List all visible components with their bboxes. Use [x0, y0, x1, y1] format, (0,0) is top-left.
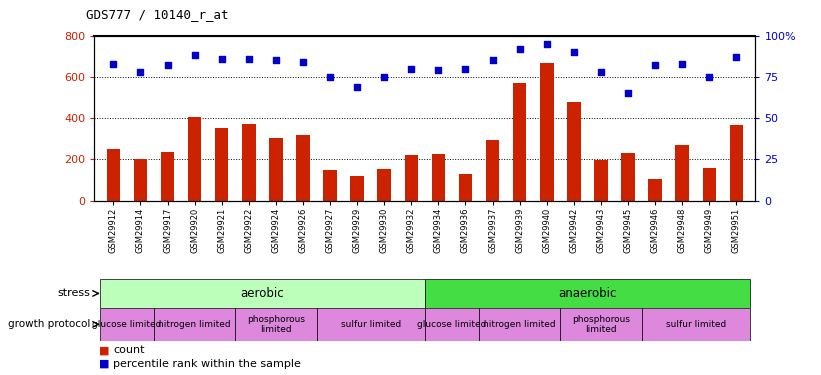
- Bar: [621, 153, 635, 201]
- Text: sulfur limited: sulfur limited: [341, 320, 401, 329]
- Bar: [378, 169, 391, 201]
- Text: growth protocol: growth protocol: [8, 320, 90, 329]
- Bar: [161, 152, 174, 201]
- Point: [378, 74, 391, 80]
- Point: [296, 59, 310, 65]
- Point: [459, 66, 472, 72]
- Bar: [513, 84, 526, 201]
- Text: aerobic: aerobic: [241, 287, 284, 300]
- Bar: [188, 117, 201, 201]
- Point: [676, 61, 689, 67]
- Text: sulfur limited: sulfur limited: [666, 320, 726, 329]
- Bar: [405, 155, 418, 201]
- Bar: [432, 154, 445, 201]
- Bar: [676, 146, 689, 201]
- Bar: [154, 308, 236, 340]
- Text: phosphorous
limited: phosphorous limited: [247, 315, 305, 334]
- Bar: [479, 308, 560, 340]
- Point: [215, 56, 228, 62]
- Bar: [215, 128, 228, 201]
- Text: glucose limited: glucose limited: [417, 320, 487, 329]
- Point: [486, 57, 499, 63]
- Point: [730, 54, 743, 60]
- Point: [269, 57, 282, 63]
- Bar: [540, 63, 553, 201]
- Point: [513, 46, 526, 52]
- Text: ■: ■: [99, 359, 112, 369]
- Text: ■: ■: [99, 345, 112, 355]
- Text: stress: stress: [57, 288, 90, 298]
- Text: count: count: [113, 345, 144, 355]
- Text: GDS777 / 10140_r_at: GDS777 / 10140_r_at: [86, 8, 229, 21]
- Point: [540, 41, 553, 47]
- Bar: [649, 179, 662, 201]
- Bar: [459, 174, 472, 201]
- Text: phosphorous
limited: phosphorous limited: [572, 315, 630, 334]
- Bar: [486, 140, 499, 201]
- Text: nitrogen limited: nitrogen limited: [484, 320, 556, 329]
- Point: [161, 62, 174, 68]
- Bar: [242, 124, 255, 201]
- Bar: [134, 159, 147, 201]
- Text: anaerobic: anaerobic: [558, 287, 617, 300]
- Bar: [236, 308, 317, 340]
- Point: [351, 84, 364, 90]
- Point: [323, 74, 337, 80]
- Bar: [730, 125, 743, 201]
- Bar: [100, 279, 425, 308]
- Text: glucose limited: glucose limited: [92, 320, 162, 329]
- Bar: [425, 279, 750, 308]
- Bar: [269, 138, 282, 201]
- Point: [188, 53, 201, 58]
- Bar: [323, 170, 337, 201]
- Point: [432, 67, 445, 73]
- Point: [134, 69, 147, 75]
- Bar: [594, 160, 608, 201]
- Bar: [560, 308, 641, 340]
- Point: [567, 49, 580, 55]
- Bar: [567, 102, 580, 201]
- Bar: [425, 308, 479, 340]
- Bar: [100, 308, 154, 340]
- Text: percentile rank within the sample: percentile rank within the sample: [113, 359, 301, 369]
- Point: [405, 66, 418, 72]
- Bar: [107, 150, 120, 201]
- Point: [703, 74, 716, 80]
- Point: [649, 62, 662, 68]
- Point: [621, 90, 635, 96]
- Point: [107, 61, 120, 67]
- Bar: [317, 308, 425, 340]
- Text: nitrogen limited: nitrogen limited: [158, 320, 231, 329]
- Bar: [641, 308, 750, 340]
- Bar: [296, 135, 310, 201]
- Bar: [351, 176, 364, 201]
- Point: [242, 56, 255, 62]
- Bar: [703, 168, 716, 201]
- Point: [594, 69, 608, 75]
